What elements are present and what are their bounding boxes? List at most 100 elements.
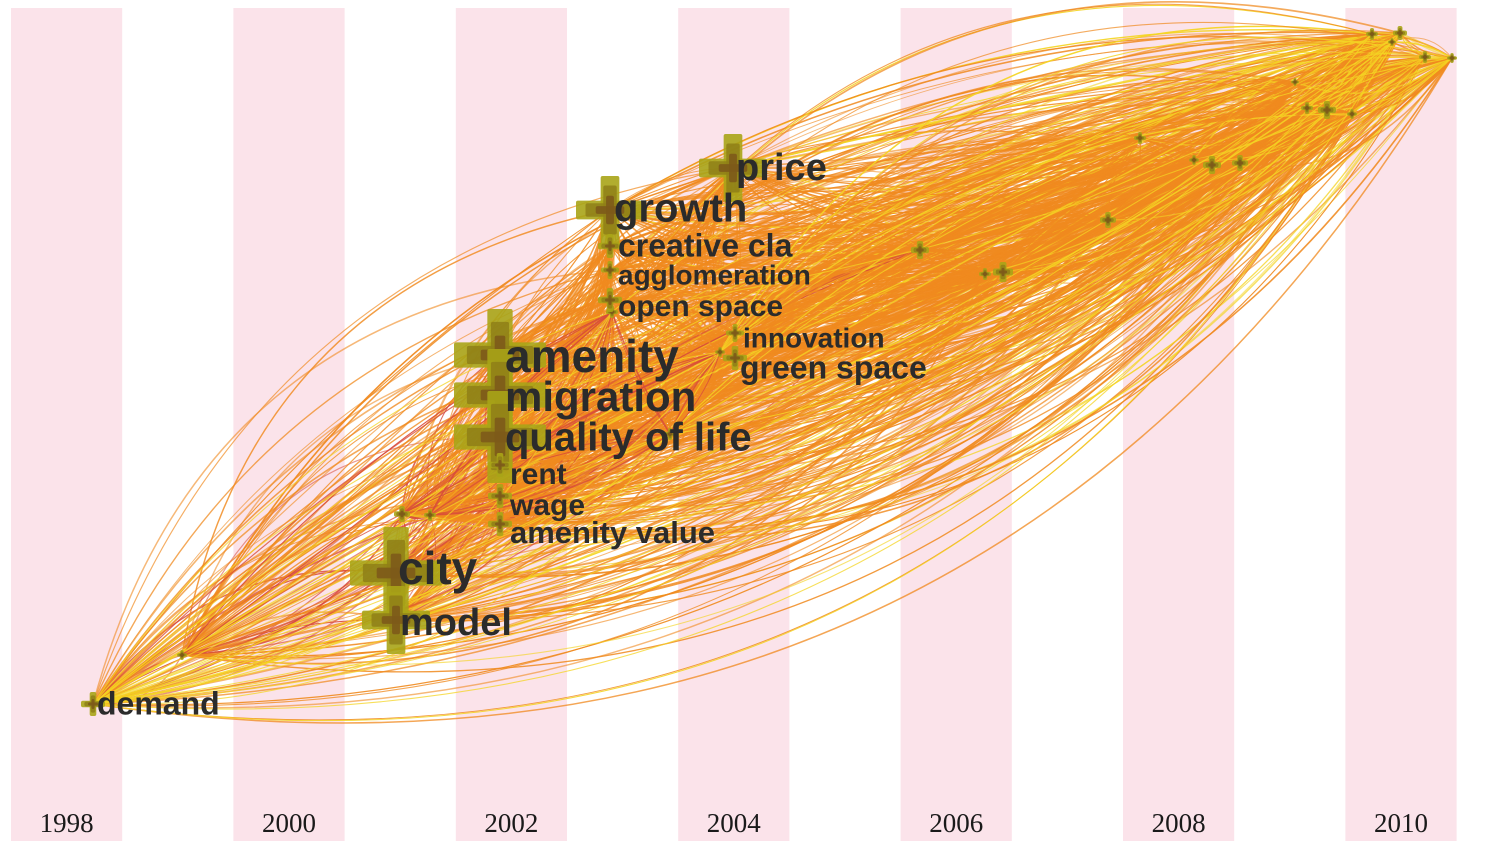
link-line bbox=[92, 56, 1426, 705]
link-line bbox=[732, 33, 1373, 169]
link-line bbox=[92, 351, 721, 705]
link-line bbox=[181, 269, 611, 656]
link-line bbox=[92, 41, 1393, 705]
link-line bbox=[92, 41, 1393, 705]
link-line bbox=[395, 164, 1213, 621]
link-line bbox=[429, 33, 1373, 525]
link-line bbox=[669, 351, 721, 435]
link-line bbox=[429, 351, 721, 516]
link-line bbox=[429, 109, 1328, 537]
link-line bbox=[92, 56, 1426, 705]
link-line bbox=[669, 57, 1453, 435]
minor-node bbox=[1134, 132, 1146, 144]
link-line bbox=[181, 41, 1393, 673]
link-line bbox=[181, 354, 501, 656]
keyword-label-amenity-value: amenity value bbox=[510, 515, 715, 550]
link-line bbox=[611, 51, 1453, 313]
node-demand bbox=[81, 692, 105, 716]
node-quality-of-life bbox=[454, 391, 546, 483]
link-line bbox=[181, 299, 611, 656]
minor-node bbox=[1100, 212, 1116, 228]
link-line bbox=[181, 249, 921, 656]
link-line bbox=[181, 311, 613, 656]
link-line bbox=[92, 33, 1373, 705]
keyword-label-growth: growth bbox=[614, 187, 747, 231]
minor-node bbox=[1203, 156, 1221, 174]
link-line bbox=[181, 271, 1004, 656]
link-line bbox=[719, 36, 1453, 353]
link-line bbox=[92, 33, 1373, 705]
keyword-label-amenity: amenity bbox=[505, 330, 679, 382]
year-label: 2010 bbox=[1374, 808, 1428, 838]
link-line bbox=[92, 433, 671, 705]
link-line bbox=[92, 32, 1401, 705]
link-line bbox=[429, 433, 671, 516]
link-line bbox=[92, 113, 1353, 705]
link-line bbox=[92, 81, 1296, 707]
link-line bbox=[181, 41, 1393, 656]
minor-node bbox=[1232, 155, 1248, 171]
link-line bbox=[1391, 41, 1453, 59]
link-line bbox=[669, 41, 1393, 435]
link-line bbox=[611, 3, 1373, 313]
link-line bbox=[611, 109, 1328, 318]
minor-node bbox=[424, 509, 436, 521]
link-line bbox=[611, 21, 1453, 313]
link-line bbox=[181, 311, 613, 656]
link-line bbox=[429, 167, 734, 516]
link-line bbox=[429, 351, 721, 516]
keyword-label-creative-cla: creative cla bbox=[618, 227, 793, 263]
link-line bbox=[429, 81, 1296, 516]
year-label: 2000 bbox=[262, 808, 316, 838]
link-line bbox=[181, 273, 986, 659]
keyword-label-model: model bbox=[400, 602, 512, 644]
node-growth bbox=[576, 176, 644, 244]
link-line bbox=[429, 351, 721, 516]
link-line bbox=[92, 32, 1401, 721]
keyword-label-migration: migration bbox=[505, 373, 696, 420]
link-line bbox=[499, 56, 1426, 536]
link-line bbox=[92, 56, 1426, 705]
keyword-label-open-space: open space bbox=[618, 290, 783, 323]
node-rent bbox=[488, 453, 512, 477]
link-line bbox=[92, 167, 734, 705]
link-line bbox=[719, 107, 1308, 353]
link-line bbox=[669, 107, 1308, 435]
link-line bbox=[1391, 37, 1453, 59]
link-line bbox=[669, 267, 1004, 435]
link-line bbox=[719, 41, 1393, 353]
link-line bbox=[401, 56, 1426, 539]
link-line bbox=[92, 219, 1109, 705]
link-line bbox=[609, 255, 986, 301]
minor-node bbox=[1318, 101, 1336, 119]
link-line bbox=[429, 107, 1308, 523]
year-label: 2004 bbox=[707, 808, 762, 838]
node-amenity-value bbox=[488, 512, 512, 536]
keyword-label-innovation: innovation bbox=[743, 322, 885, 353]
link-line bbox=[92, 32, 1401, 710]
link-line bbox=[499, 351, 721, 525]
link-line bbox=[611, 311, 671, 435]
minor-node bbox=[1301, 102, 1313, 114]
link-line bbox=[669, 113, 1353, 435]
year-band bbox=[233, 8, 345, 841]
link-line bbox=[92, 41, 1393, 705]
link-line bbox=[719, 162, 1241, 353]
link-line bbox=[401, 167, 734, 515]
link-line bbox=[92, 57, 1453, 705]
minor-node bbox=[1447, 53, 1457, 63]
link-line bbox=[669, 41, 1393, 435]
node-creative-cla bbox=[598, 234, 622, 258]
minor-node bbox=[664, 428, 676, 440]
link-line bbox=[92, 299, 611, 705]
minor-node bbox=[394, 506, 410, 522]
link-line bbox=[919, 32, 1401, 251]
year-axis: 1998200020022004200620082010201220142016… bbox=[40, 808, 1428, 838]
link-line bbox=[611, 311, 671, 435]
link-line bbox=[1107, 113, 1353, 226]
minor-node bbox=[911, 241, 929, 259]
link-line bbox=[92, 41, 1393, 722]
keyword-label-green-space: green space bbox=[740, 349, 927, 385]
